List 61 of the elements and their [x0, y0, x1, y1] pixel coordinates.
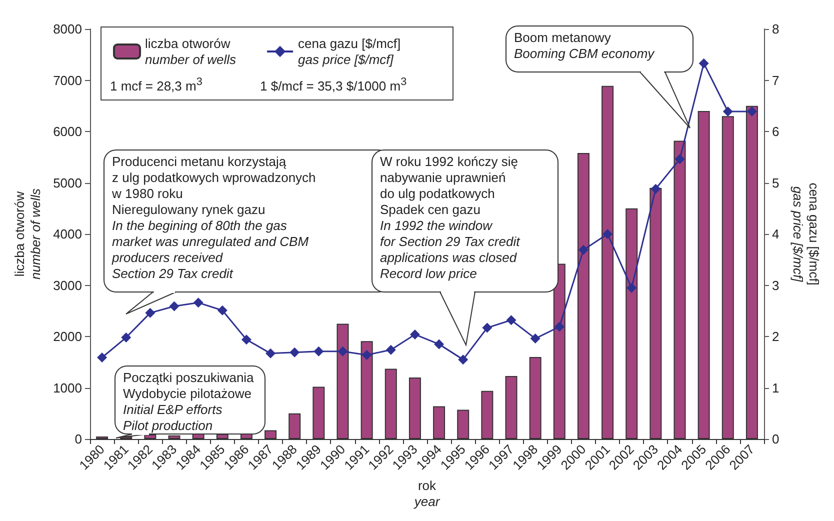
point — [578, 244, 588, 255]
y-tick-label: 8000 — [53, 22, 82, 36]
y2-tick-label: 3 — [772, 278, 780, 293]
y-tick-label: 5000 — [53, 175, 82, 190]
point — [362, 350, 372, 360]
point — [530, 334, 540, 344]
legend-label: liczba otworów number of wells — [145, 36, 237, 67]
y2-tick-label: 2 — [772, 329, 780, 344]
point — [217, 305, 228, 316]
annotation: 1 mcf = 28,3 m$^{3}$ — [110, 76, 202, 94]
annotation: 1 $/mcf = 35,3 $/1000 m$^{3}$ — [260, 76, 407, 94]
y-tick-label: 7000 — [53, 72, 82, 88]
point — [410, 329, 420, 340]
point — [386, 344, 396, 355]
y2-tick-label: 5 — [772, 175, 780, 190]
annotation: Początki poszukiwania Wydobycie pilotażowe — [123, 370, 254, 402]
point — [241, 334, 252, 345]
point — [746, 106, 757, 117]
annotation: Boom metanowy — [514, 30, 612, 46]
y2-tick-label: 0 — [772, 432, 780, 446]
point — [698, 58, 709, 68]
y-tick-label: 3000 — [53, 278, 82, 293]
y2-tick-label: 8 — [772, 22, 780, 36]
y-tick-label: 4000 — [53, 226, 82, 242]
point — [193, 298, 204, 308]
annotation: In 1992 the window for Section 29 Tax credit applications was closed Record low price — [380, 218, 520, 282]
point — [650, 184, 661, 194]
point — [506, 315, 516, 326]
point — [626, 282, 637, 293]
point — [602, 229, 613, 239]
point — [482, 322, 492, 333]
point — [554, 322, 564, 332]
y-tick-label: 0 — [74, 432, 82, 446]
point — [434, 339, 444, 350]
y2-axis-title: cena gazu [$/mcf] gas price [$/mcf] — [790, 182, 822, 286]
y2-tick-label: 1 — [772, 380, 780, 396]
point — [266, 348, 276, 358]
y2-tick-label: 7 — [772, 72, 780, 88]
point — [722, 106, 733, 117]
point — [169, 301, 180, 312]
annotation: In the begining of 80th the gas market was unregulated and CBM producers received Section 29 Tax credit — [112, 218, 310, 282]
y2-tick-label: 6 — [772, 124, 780, 139]
point — [97, 352, 108, 363]
y-tick-label: 1000 — [53, 380, 82, 396]
point — [121, 332, 132, 343]
x-axis-title: rok year — [413, 478, 440, 510]
point — [338, 346, 348, 356]
y-axis-title: liczba otworów number of wells — [12, 188, 44, 280]
point — [145, 308, 156, 318]
y2-tick-label: 4 — [772, 226, 780, 242]
legend-label: cena gazu [$/mcf] gas price [$/mcf] — [298, 36, 401, 67]
annotation: Booming CBM economy — [514, 46, 654, 62]
y-tick-label: 2000 — [53, 329, 82, 344]
y-tick-label: 6000 — [53, 124, 82, 139]
point — [290, 347, 300, 358]
point — [674, 154, 685, 164]
point — [314, 346, 324, 356]
point — [458, 354, 468, 365]
annotation: Producenci metanu korzystają z ulg podatkowych wprowadzonych w 1980 roku Nieregulowany rynek gazu — [112, 154, 316, 218]
annotation: W roku 1992 kończy się nabywanie uprawnień do ulg podatkowych Spadek cen gazu — [380, 154, 520, 218]
annotation: Initial E&P efforts Pilot production — [123, 402, 224, 434]
